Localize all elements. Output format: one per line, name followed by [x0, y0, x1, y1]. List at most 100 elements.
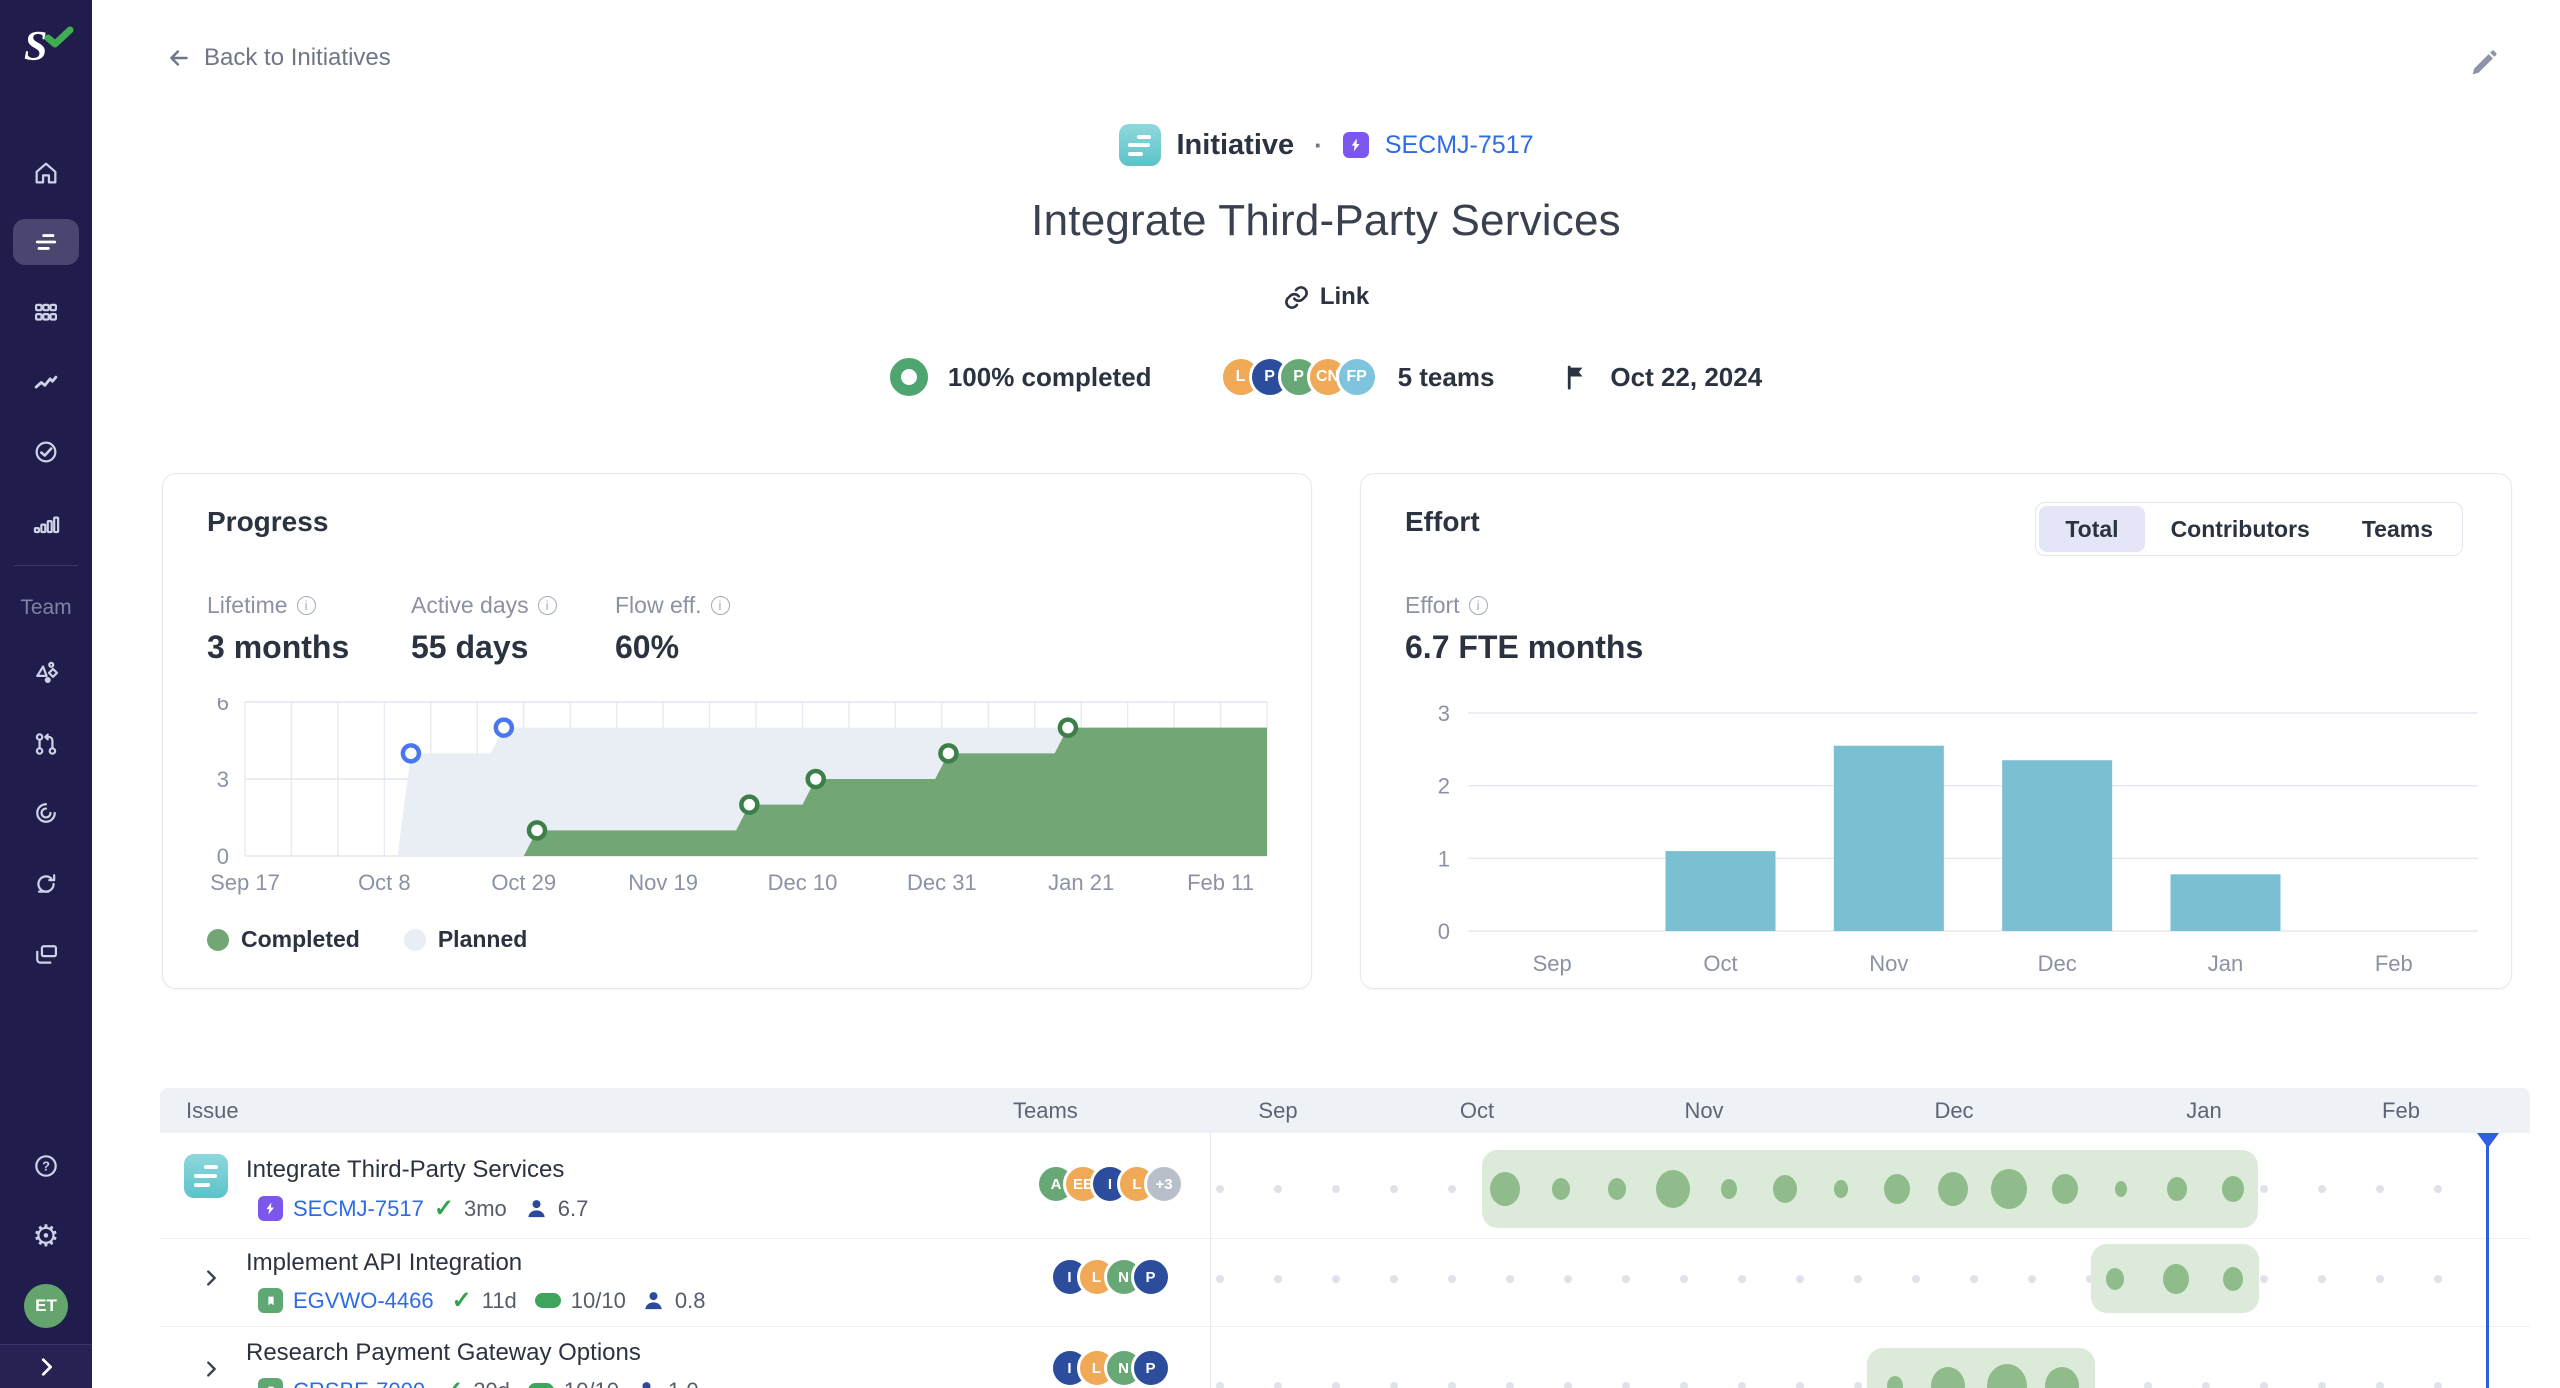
initiative-type-label: Initiative: [1176, 128, 1295, 161]
issue-key-link[interactable]: SECMJ-7517: [293, 1195, 424, 1221]
link-icon: [1284, 285, 1308, 309]
check-icon: ✓: [443, 1376, 463, 1388]
avatar: FP: [1335, 356, 1378, 398]
chevron-right-icon: [41, 1357, 52, 1376]
timeline-grid-dot: [1506, 1275, 1514, 1283]
info-icon[interactable]: i: [296, 596, 316, 615]
issue-type-bolt-icon: [1342, 132, 1369, 158]
row-title: Research Payment Gateway Options: [246, 1339, 641, 1366]
gantt-timeline: [1210, 1133, 2530, 1388]
info-icon[interactable]: i: [710, 596, 730, 615]
tab-contributors[interactable]: Contributors: [2145, 506, 2336, 552]
svg-text:Dec 31: Dec 31: [907, 870, 977, 895]
help-icon: ?: [35, 1155, 57, 1177]
timeline-grid-dot: [1564, 1275, 1572, 1283]
active-days-stat: Active days i 55 days: [411, 592, 557, 666]
sidebar-item-home[interactable]: [13, 150, 79, 196]
timeline-grid-dot: [1738, 1382, 1746, 1388]
sidebar-item-boards[interactable]: [13, 290, 79, 336]
timeline-grid-dot: [1506, 1382, 1514, 1388]
effort-stat: Effort i 6.7 FTE months: [1405, 592, 1643, 666]
back-label: Back to Initiatives: [204, 44, 391, 71]
timeline-grid-dot: [2144, 1382, 2152, 1388]
effort-card-title: Effort: [1405, 506, 1480, 537]
timeline-grid-dot: [1448, 1275, 1456, 1283]
sidebar-expand-button[interactable]: [0, 1344, 92, 1388]
progress-card: Progress Lifetime i 3 months Active days i…: [162, 473, 1312, 989]
timeline-grid-dot: [2202, 1382, 2210, 1388]
dot-separator: ·: [1314, 129, 1323, 160]
svg-text:Feb: Feb: [2375, 951, 2413, 976]
gantt-activity-bar[interactable]: [1482, 1150, 2258, 1228]
timeline-grid-dot: [1854, 1275, 1862, 1283]
svg-text:Nov: Nov: [1869, 951, 1908, 976]
gantt-activity-dot: [1887, 1376, 1903, 1388]
timeline-grid-dot: [1390, 1275, 1398, 1283]
today-marker-triangle[interactable]: [2476, 1133, 2499, 1148]
back-to-initiatives-link[interactable]: Back to Initiatives: [166, 44, 391, 72]
tab-teams[interactable]: Teams: [2336, 506, 2459, 552]
sidebar-item-goals[interactable]: [13, 429, 79, 475]
sidebar-item-initiatives[interactable]: [13, 219, 79, 265]
person-icon: [528, 1200, 545, 1218]
flow-efficiency-stat: Flow eff. i 60%: [615, 592, 730, 666]
effort-bar-chart: 0 1 2 3 Sep Oct Nov Dec Jan Feb: [1438, 701, 2478, 976]
effort-card: Effort Total Contributors Teams Effort i …: [1360, 473, 2512, 989]
issue-gantt-table: Issue Teams Sep Oct Nov Dec Jan Feb Integrate…: [160, 1088, 2530, 1388]
scope: 10/10: [564, 1378, 619, 1388]
month-label: Feb: [2382, 1098, 2420, 1123]
gantt-activity-dot: [1931, 1367, 1965, 1388]
sidebar-item-team-overview[interactable]: [13, 650, 79, 696]
sidebar-item-pull-requests[interactable]: [13, 721, 79, 767]
initiative-type-row: Initiative · SECMJ-7517: [92, 124, 2560, 166]
home-icon: [35, 162, 57, 184]
issue-key-link[interactable]: CRSBE-7000: [293, 1378, 425, 1388]
info-icon[interactable]: i: [1468, 596, 1488, 615]
windows-stack-icon: [36, 945, 58, 964]
timeline-grid-dot: [1680, 1275, 1688, 1283]
table-header: Issue Teams Sep Oct Nov Dec Jan Feb: [160, 1088, 2530, 1133]
chevron-right-icon: [207, 1360, 216, 1377]
timeline-grid-dot: [1390, 1185, 1398, 1193]
initiative-link[interactable]: Link: [92, 283, 2560, 311]
check-icon: ✓: [451, 1287, 472, 1314]
timeline-grid-dot: [1390, 1382, 1398, 1388]
timeline-grid-dot: [2434, 1382, 2442, 1388]
sidebar-item-flow[interactable]: [13, 790, 79, 836]
timeline-grid-dot: [1332, 1275, 1340, 1283]
avatar: P: [1130, 1348, 1171, 1388]
sidebar-item-help[interactable]: ?: [13, 1143, 79, 1189]
edit-initiative-button[interactable]: [2462, 42, 2506, 86]
gantt-activity-dot: [1656, 1170, 1690, 1208]
gantt-activity-dot: [2045, 1367, 2079, 1388]
timeline-grid-dot: [2376, 1185, 2384, 1193]
svg-text:3: 3: [1438, 701, 1450, 726]
swarmia-logo[interactable]: S: [18, 22, 74, 70]
duration: 3mo: [463, 1195, 507, 1221]
sidebar-item-settings[interactable]: ⚙: [13, 1214, 79, 1260]
row-meta: SECMJ-7517 ✓ 3mo 6.7: [258, 1194, 588, 1223]
sidebar-item-benchmarks[interactable]: [13, 501, 79, 547]
target-date: Oct 22, 2024: [1610, 361, 1763, 392]
sidebar-item-releases[interactable]: [13, 932, 79, 978]
scope-pill-icon: [534, 1293, 561, 1308]
sidebar-item-insights[interactable]: [13, 360, 79, 406]
user-avatar[interactable]: ET: [24, 1284, 68, 1328]
tab-total[interactable]: Total: [2039, 506, 2145, 552]
effort-value: 0.8: [674, 1287, 706, 1313]
duration: 11d: [481, 1287, 517, 1313]
issue-key-link[interactable]: SECMJ-7517: [1384, 130, 1534, 159]
timeline-grid-dot: [1564, 1382, 1572, 1388]
issue-key-link[interactable]: EGVWO-4466: [293, 1287, 434, 1313]
gantt-activity-dot: [1938, 1172, 1968, 1206]
timeline-grid-dot: [1216, 1185, 1224, 1193]
expand-row-button[interactable]: [196, 1264, 226, 1294]
info-icon[interactable]: i: [537, 596, 557, 615]
expand-row-button[interactable]: [196, 1355, 226, 1385]
row-title: Implement API Integration: [246, 1249, 523, 1276]
gantt-activity-dot: [2052, 1174, 2078, 1204]
sidebar-item-sprints[interactable]: [13, 861, 79, 907]
gantt-activity-dot: [1884, 1174, 1910, 1204]
page-title: Integrate Third-Party Services: [1031, 196, 1621, 245]
